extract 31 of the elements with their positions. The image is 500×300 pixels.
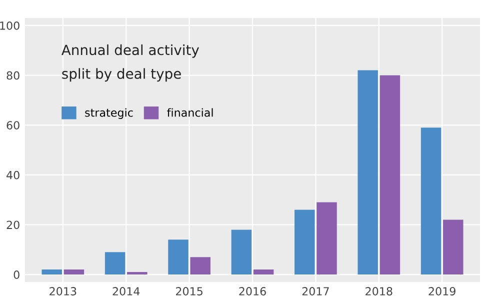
bar xyxy=(127,272,148,275)
y-tick-label: 0 xyxy=(14,270,20,279)
x-tick-label: 2019 xyxy=(428,287,456,296)
bar xyxy=(253,270,274,275)
bar xyxy=(64,270,84,275)
bar xyxy=(420,128,442,275)
x-tick-label: 2014 xyxy=(112,287,140,296)
bar xyxy=(231,230,252,275)
y-tick-label: 60 xyxy=(6,121,20,130)
legend-label: strategic xyxy=(85,108,133,119)
bar xyxy=(104,252,126,275)
bar xyxy=(443,220,464,275)
x-tick-label: 2015 xyxy=(176,287,202,296)
bar xyxy=(358,70,378,275)
bar xyxy=(294,210,315,275)
x-tick-label: 2013 xyxy=(50,287,76,296)
x-tick-label: 2017 xyxy=(302,287,329,296)
text: Annual deal activity xyxy=(62,44,200,58)
x-tick-label: 2018 xyxy=(366,287,392,296)
y-tick-label: 20 xyxy=(6,220,20,230)
bar xyxy=(190,257,210,275)
bar xyxy=(380,75,400,275)
y-tick-label: 40 xyxy=(6,170,20,180)
legend-label: financial xyxy=(167,108,213,117)
x-tick-label: 2016 xyxy=(239,287,266,296)
y-tick-label: 100 xyxy=(0,21,20,30)
bar xyxy=(168,240,188,275)
y-tick-label: 80 xyxy=(6,71,20,80)
text: split by deal type xyxy=(62,68,181,82)
bar xyxy=(316,202,337,275)
bar xyxy=(42,270,62,275)
